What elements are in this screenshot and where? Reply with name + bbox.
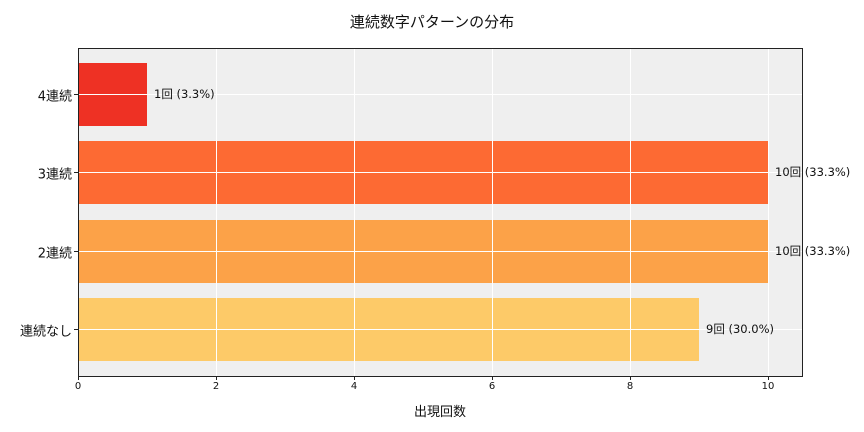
gridline-y-no-consecutive: [78, 329, 802, 330]
chart-title: 連続数字パターンの分布: [349, 13, 515, 31]
ytick-label-no-consecutive: 連続なし: [19, 324, 72, 340]
gridline-x-2-overlay: [216, 48, 217, 376]
x-axis-label: 出現回数: [413, 405, 466, 420]
bar-label-2-consecutive: 10回 (33.3%): [775, 244, 851, 258]
ytick-2-consecutive: [74, 251, 78, 252]
ytick-3-consecutive: [74, 172, 78, 173]
ytick-label-4-consecutive: 4連続: [37, 89, 72, 105]
xtick-4: [354, 376, 355, 380]
gridline-x-6-overlay: [492, 48, 493, 376]
gridline-x-10-overlay: [768, 48, 769, 376]
spine-left: [78, 48, 79, 377]
xtick-label-8: 8: [626, 381, 634, 392]
bar-label-4-consecutive: 1回 (3.3%): [154, 87, 215, 101]
xtick-label-0: 0: [74, 381, 82, 392]
bar-label-3-consecutive: 10回 (33.3%): [775, 165, 851, 179]
gridline-y-2-consecutive: [78, 251, 802, 252]
spine-bottom: [78, 376, 803, 377]
xtick-0: [78, 376, 79, 380]
xtick-8: [630, 376, 631, 380]
gridline-x-8-overlay: [630, 48, 631, 376]
bar-label-no-consecutive: 9回 (30.0%): [706, 322, 774, 336]
spine-right: [802, 48, 803, 377]
xtick-label-2: 2: [212, 381, 220, 392]
spine-top: [78, 48, 803, 49]
gridline-x-4-overlay: [354, 48, 355, 376]
ytick-label-2-consecutive: 2連続: [37, 246, 72, 262]
gridline-y-3-consecutive: [78, 172, 802, 173]
xtick-label-6: 6: [488, 381, 496, 392]
gridline-y-4-consecutive: [78, 94, 802, 95]
xtick-6: [492, 376, 493, 380]
ytick-4-consecutive: [74, 94, 78, 95]
xtick-2: [216, 376, 217, 380]
xtick-label-10: 10: [761, 381, 775, 392]
plot-area: 1回 (3.3%) 10回 (33.3%) 10回 (33.3%) 9回 (30…: [78, 48, 850, 376]
ytick-no-consecutive: [74, 329, 78, 330]
xtick-10: [768, 376, 769, 380]
ytick-label-3-consecutive: 3連続: [37, 167, 72, 183]
xtick-label-4: 4: [350, 381, 358, 392]
